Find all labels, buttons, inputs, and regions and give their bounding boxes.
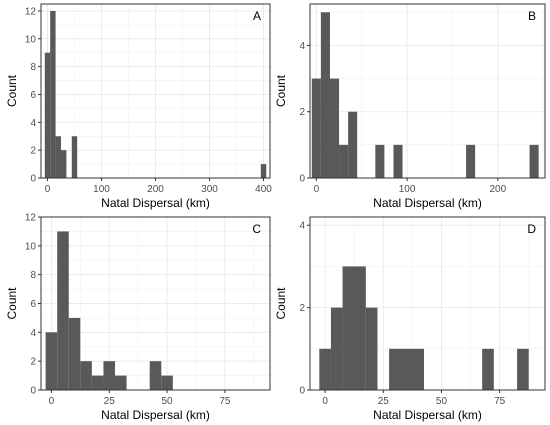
histogram-bar xyxy=(329,78,340,178)
panel-c: 0 2 4 6 8 10 12 0 25 50 75 Natal Dispersal (km) Coun… xyxy=(5,213,271,422)
y-tick-label: 10 xyxy=(25,34,37,45)
y-tick-label: 6 xyxy=(30,299,36,310)
histogram-bar xyxy=(320,12,330,178)
y-tick-label: 8 xyxy=(30,270,36,281)
panel-label: B xyxy=(528,9,536,23)
x-tick-label: 0 xyxy=(314,184,320,195)
histogram-bar xyxy=(57,231,69,390)
y-axis-title: Count xyxy=(5,287,19,320)
y-tick-label: 12 xyxy=(25,6,37,17)
y-tick-label: 4 xyxy=(30,118,36,129)
histogram-bar xyxy=(517,348,529,390)
x-tick-label: 100 xyxy=(399,184,416,195)
x-tick-label: 200 xyxy=(489,184,506,195)
y-tick-label: 0 xyxy=(299,174,305,185)
histogram-bar xyxy=(260,164,267,178)
histogram-bar xyxy=(319,348,331,390)
x-tick-label: 0 xyxy=(49,396,55,407)
x-axis-title: Natal Dispersal (km) xyxy=(373,196,482,210)
histogram-bar xyxy=(149,361,162,390)
histogram-bar xyxy=(45,332,58,390)
histogram-bar xyxy=(375,144,385,178)
y-tick-label: 4 xyxy=(30,328,36,339)
histogram-bar xyxy=(91,375,104,390)
y-tick-label: 10 xyxy=(25,241,37,252)
x-axis-title: Natal Dispersal (km) xyxy=(373,408,482,422)
panel-label: C xyxy=(252,222,261,236)
panel-a: 0 2 4 6 8 10 12 0 100 200 300 400 Natal Dispersal (k… xyxy=(5,3,272,210)
histogram-bar xyxy=(115,375,127,390)
y-tick-label: 2 xyxy=(30,146,36,157)
histogram-bar xyxy=(44,52,51,178)
histogram-bar xyxy=(311,78,321,178)
y-tick-label: 4 xyxy=(299,41,305,52)
y-tick-label: 2 xyxy=(30,357,36,368)
histogram-bar xyxy=(60,150,67,178)
y-tick-label: 8 xyxy=(30,62,36,73)
x-tick-label: 75 xyxy=(494,396,506,407)
x-tick-label: 200 xyxy=(147,184,164,195)
histogram-bar xyxy=(50,10,56,178)
histogram-bar xyxy=(348,111,358,178)
x-tick-label: 25 xyxy=(104,396,116,407)
histogram-bar xyxy=(365,307,378,390)
y-tick-label: 12 xyxy=(25,213,37,224)
histogram-bar xyxy=(342,266,366,390)
y-tick-label: 0 xyxy=(299,386,305,397)
panel-border xyxy=(309,216,546,391)
panel-label: A xyxy=(253,9,261,23)
histogram-bar xyxy=(161,375,173,390)
histogram-bar xyxy=(466,144,476,178)
x-tick-label: 400 xyxy=(255,184,272,195)
y-tick-label: 2 xyxy=(299,303,305,314)
x-axis-title: Natal Dispersal (km) xyxy=(101,196,210,210)
y-axis-title: Count xyxy=(274,287,288,320)
x-tick-label: 0 xyxy=(45,184,51,195)
histogram-bar xyxy=(389,348,425,390)
panel-label: D xyxy=(527,222,536,236)
histogram-bar xyxy=(71,136,78,178)
y-axis-title: Count xyxy=(274,74,288,107)
panel-b: 0 2 4 0 100 200 Natal Dispersal (km) Count B xyxy=(274,3,546,210)
x-tick-label: 50 xyxy=(436,396,448,407)
histogram-bar xyxy=(529,144,539,178)
panel-d: 0 2 4 0 25 50 75 Natal Dispersal (km) Count D xyxy=(274,216,546,422)
histogram-bar xyxy=(68,317,81,390)
y-tick-label: 2 xyxy=(299,107,305,118)
histogram-bar xyxy=(339,144,349,178)
x-tick-label: 50 xyxy=(162,396,174,407)
x-tick-label: 300 xyxy=(201,184,218,195)
panel-border xyxy=(309,3,546,179)
histogram-bar xyxy=(80,361,92,390)
histogram-bar xyxy=(482,348,494,390)
histogram-bar xyxy=(393,144,403,178)
y-tick-label: 0 xyxy=(30,174,36,185)
x-tick-label: 25 xyxy=(378,396,390,407)
histogram-bar xyxy=(330,307,343,390)
y-tick-label: 4 xyxy=(299,221,305,232)
y-axis-title: Count xyxy=(5,74,19,107)
histogram-bar xyxy=(55,136,61,178)
x-axis-title: Natal Dispersal (km) xyxy=(101,408,210,422)
y-tick-label: 6 xyxy=(30,90,36,101)
histogram-bar xyxy=(103,361,116,390)
x-tick-label: 100 xyxy=(93,184,110,195)
y-tick-label: 0 xyxy=(30,386,36,397)
x-tick-label: 0 xyxy=(322,396,328,407)
x-tick-label: 75 xyxy=(219,396,231,407)
